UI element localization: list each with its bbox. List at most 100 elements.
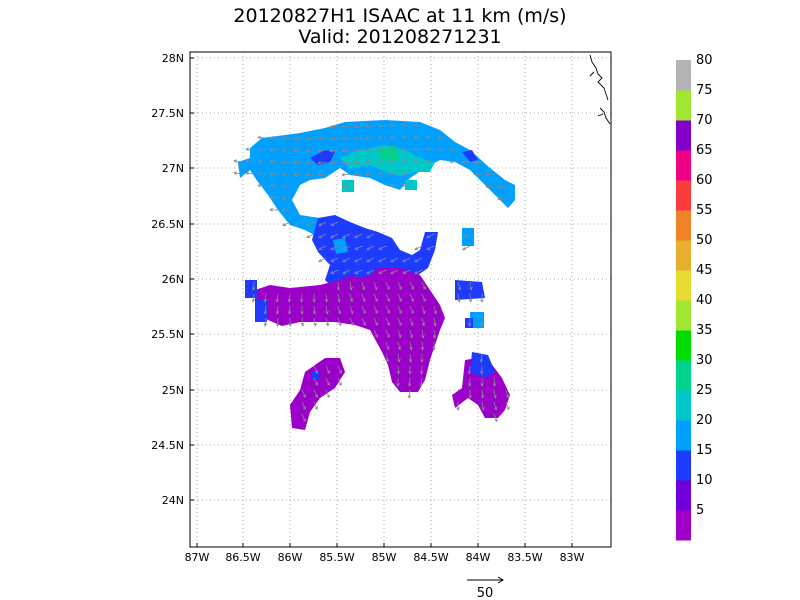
wind-vector-head <box>257 159 261 164</box>
wind-vector-head <box>341 172 345 177</box>
wind-vector-head <box>263 323 268 327</box>
wind-vector-head <box>329 136 334 141</box>
wind-vector-head <box>437 135 441 140</box>
wind-vector <box>493 413 498 422</box>
wind-vector <box>385 293 390 302</box>
wind-vector <box>264 305 267 314</box>
wind-vector-head <box>390 258 394 263</box>
wind-patch-west-blue <box>245 280 257 298</box>
wind-vector-head <box>366 270 370 275</box>
wind-vector-head <box>401 171 406 176</box>
wind-vector <box>397 317 402 326</box>
wind-vector-head <box>377 123 381 128</box>
colorbar-label: 40 <box>696 293 713 308</box>
wind-vector <box>330 149 339 152</box>
wind-vector <box>373 293 378 302</box>
wind-vector-head <box>330 234 334 239</box>
colorbar-swatch <box>676 360 691 391</box>
wind-vector-head <box>479 371 484 375</box>
wind-vector-head <box>398 298 403 302</box>
wind-vector-head <box>473 172 477 177</box>
axis-ticks <box>190 57 573 547</box>
wind-vector-head <box>251 299 256 303</box>
wind-vector <box>498 185 507 188</box>
wind-patch-southwest-purple <box>290 358 345 430</box>
wind-vector-head <box>497 196 502 201</box>
wind-vector <box>485 185 495 188</box>
wind-vector <box>469 281 472 290</box>
wind-vector-head <box>481 406 485 411</box>
wind-vector-head <box>353 148 357 153</box>
wind-vector-head <box>300 323 305 327</box>
wind-vector <box>234 160 243 163</box>
wind-vector <box>378 269 387 274</box>
wind-vector-head <box>330 270 334 275</box>
wind-vector-head <box>269 172 273 176</box>
wind-vector-head <box>366 258 370 263</box>
wind-vector <box>385 353 389 362</box>
wind-vector-head <box>414 258 418 263</box>
wind-vector-head <box>409 346 413 351</box>
wind-vector <box>366 245 375 250</box>
colorbar-swatch <box>676 150 691 181</box>
wind-vector-head <box>362 310 366 315</box>
wind-vector-head <box>378 246 382 251</box>
wind-vector-head <box>329 148 334 153</box>
wind-vector <box>414 148 423 151</box>
wind-vector <box>389 184 399 187</box>
wind-vector <box>409 353 412 363</box>
wind-vector-head <box>377 147 381 152</box>
wind-vector-head <box>377 171 381 176</box>
wind-vector <box>276 293 279 302</box>
wind-vector <box>378 245 387 250</box>
wind-vector-head <box>494 418 498 423</box>
wind-vector-head <box>313 322 317 327</box>
wind-vector-head <box>401 159 406 164</box>
wind-vector <box>402 136 411 139</box>
wind-vector-head <box>410 286 415 290</box>
wind-vector-head <box>326 382 330 386</box>
wind-vector-head <box>361 286 366 291</box>
colorbar-label: 45 <box>696 263 713 278</box>
wind-vector <box>293 161 303 164</box>
wind-vector <box>337 377 342 386</box>
wind-vector <box>409 329 413 338</box>
wind-vector-head <box>374 298 378 303</box>
wind-vector-head <box>354 270 358 275</box>
wind-vector <box>313 317 316 326</box>
wind-vector <box>257 173 267 175</box>
wind-vector <box>389 160 399 163</box>
wind-vector-head <box>468 299 473 303</box>
wind-vector-head <box>275 298 280 303</box>
wind-vector <box>342 125 351 128</box>
wind-vector-head <box>338 382 342 387</box>
wind-vector-head <box>374 322 379 326</box>
colorbar-swatch <box>676 390 691 421</box>
wind-vector-head <box>281 208 285 212</box>
wind-vector <box>252 293 255 302</box>
colorbar: 5 10 15 20 25 30 35 40 45 50 55 60 65 70 75 80 <box>676 53 713 541</box>
wind-vector-head <box>269 208 273 212</box>
wind-vector-head <box>386 346 390 351</box>
wind-vector <box>402 148 411 151</box>
wind-vector-head <box>330 222 334 227</box>
wind-vector-head <box>293 160 297 165</box>
wind-vector <box>294 221 303 226</box>
wind-vector-head <box>349 286 353 291</box>
wind-vector-head <box>314 370 318 374</box>
wind-vector-head <box>354 234 358 239</box>
wind-vector <box>318 149 327 152</box>
wind-vector-head <box>299 299 304 303</box>
wind-vector <box>481 401 484 410</box>
wind-vector <box>313 401 318 410</box>
reference-arrowhead <box>497 576 504 584</box>
wind-vector-head <box>318 246 322 251</box>
wind-vector <box>330 125 339 128</box>
colorbar-swatch <box>676 330 691 361</box>
colorbar-label: 55 <box>696 203 713 218</box>
wind-vector-head <box>485 172 489 177</box>
wind-vectors <box>233 123 510 423</box>
wind-vector <box>426 160 435 163</box>
wind-vector-head <box>396 383 400 387</box>
wind-vector-head <box>390 270 394 275</box>
